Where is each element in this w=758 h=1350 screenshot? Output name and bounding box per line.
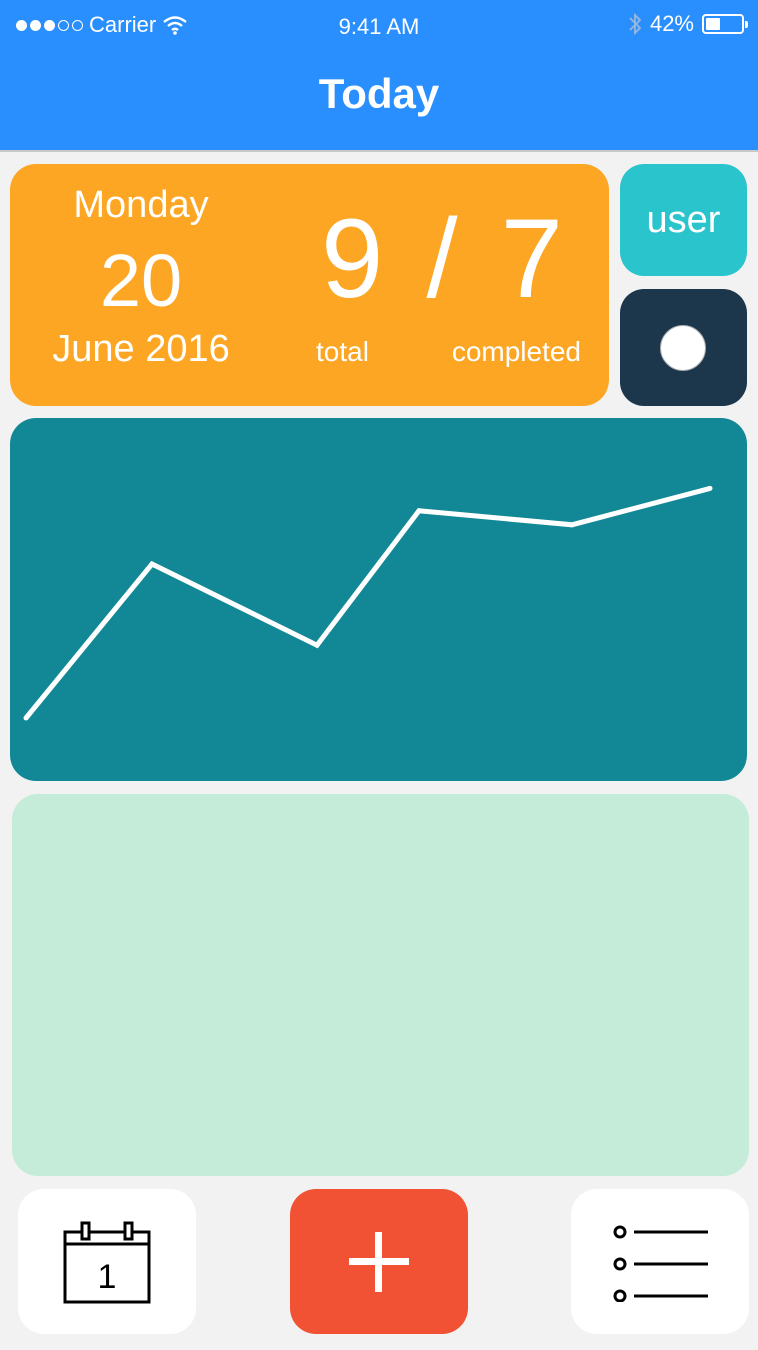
battery-percent: 42% (649, 11, 694, 36)
signal-dot (44, 19, 55, 31)
wifi-icon (163, 16, 187, 35)
signal-dot (72, 19, 83, 31)
content-panel (12, 794, 749, 1176)
signal-dot (16, 19, 27, 31)
toggle-knob-icon (660, 325, 706, 371)
signal-strength-icon (16, 19, 83, 31)
page-title: Today (318, 70, 440, 117)
series-line (24, 485, 711, 720)
user-button[interactable]: user (620, 164, 747, 276)
carrier-name: Carrier (89, 12, 157, 37)
navigation-bar: Today (0, 0, 758, 152)
list-icon (613, 1225, 708, 1302)
signal-dot (30, 19, 41, 31)
list-button[interactable] (571, 1189, 749, 1334)
data-point (149, 561, 155, 567)
completed-label: completed (451, 336, 581, 367)
add-button[interactable] (290, 1189, 468, 1334)
battery-icon (702, 14, 748, 34)
status-bar: Carrier 9:41 AM 42% (0, 0, 758, 50)
bluetooth-icon (629, 12, 642, 36)
day-name: Monday (73, 184, 209, 226)
signal-dot (58, 19, 69, 31)
data-point (416, 508, 422, 514)
calendar-day-number: 1 (98, 1258, 117, 1296)
calendar-icon: 1 (63, 1221, 151, 1303)
date-summary-card: Monday 20 June 2016 9 / 7 total complete… (10, 164, 609, 406)
battery-level (706, 18, 721, 30)
task-ratio: 9 / 7 (321, 196, 569, 321)
day-number: 20 (99, 239, 183, 322)
toggle-button[interactable] (620, 289, 747, 406)
calendar-button[interactable]: 1 (18, 1189, 196, 1334)
user-button-label: user (646, 198, 721, 241)
total-label: total (316, 336, 369, 367)
data-point (707, 485, 713, 491)
chart-svg (23, 485, 713, 721)
month-year: June 2016 (52, 328, 230, 370)
data-point (314, 642, 320, 648)
plus-icon (349, 1231, 409, 1292)
status-time: 9:41 AM (338, 14, 420, 39)
data-point (569, 522, 575, 528)
data-point (23, 715, 29, 721)
progress-chart (10, 418, 747, 781)
